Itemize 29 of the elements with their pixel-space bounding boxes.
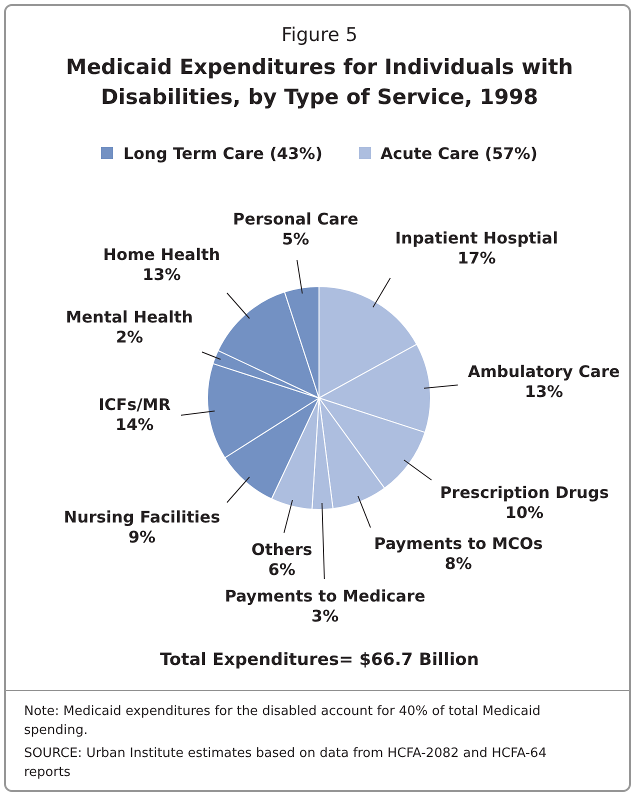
slice-label: Ambulatory Care <box>468 362 620 382</box>
chart-title: Medicaid Expenditures for Individuals with Disabilities, by Type of Service, 1998 <box>64 54 574 111</box>
slice-label: Prescription Drugs <box>440 483 609 502</box>
slice-label: Personal Care <box>232 209 359 228</box>
text: Acute Care (57%) <box>380 144 538 163</box>
slice-label: Payments to MCOs <box>374 534 543 554</box>
data-label: 10% <box>505 503 544 522</box>
text: Total Expenditures= $66.7 Billion <box>159 650 480 670</box>
source-note: SOURCE: Urban Institute estimates based on data from HCFA-2082 and HCFA-64 reports <box>24 745 548 782</box>
slice-label: ICFs/MR <box>98 394 171 414</box>
data-label: 9% <box>128 527 156 546</box>
data-label: 13% <box>142 265 181 284</box>
data-label: 6% <box>268 560 296 579</box>
slice-label: Nursing Facilities <box>64 507 220 526</box>
data-label: 14% <box>115 414 154 434</box>
chart-subtitle: Figure 5 <box>280 24 359 46</box>
data-label: 3% <box>311 606 339 626</box>
data-label: 17% <box>457 248 496 268</box>
slice-label: Others <box>251 540 312 559</box>
slice-label: Mental Health <box>66 307 194 326</box>
slice-label: Home Health <box>103 245 220 264</box>
data-label: 2% <box>116 327 143 346</box>
data-label: 5% <box>282 229 310 248</box>
slice-label: Payments to Medicare <box>224 586 426 606</box>
data-label: 13% <box>524 382 563 402</box>
data-label: 8% <box>444 554 472 574</box>
text: Note: Medicaid expenditures for the disabled account for 40% of total Medicaid spending. <box>24 703 542 740</box>
text: Long Term Care (43%) <box>122 144 323 163</box>
slice-label: Inpatient Hosptial <box>395 228 558 248</box>
